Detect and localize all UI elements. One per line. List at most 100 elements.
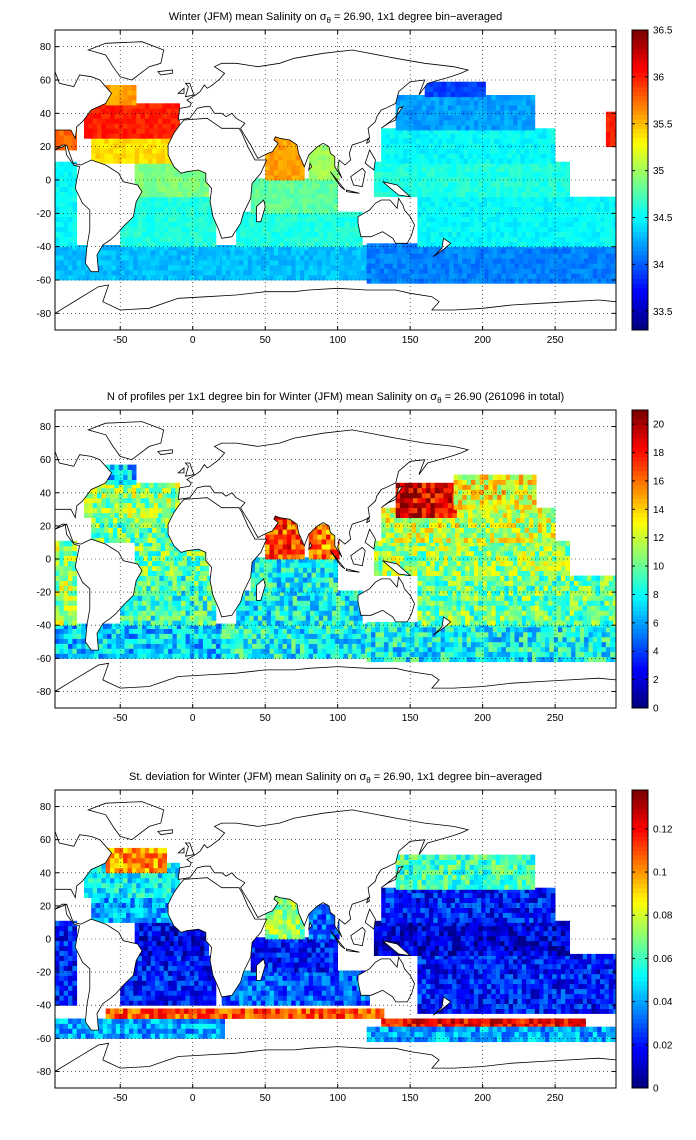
data-cell	[560, 191, 566, 198]
data-cell	[142, 620, 147, 626]
data-cell	[311, 188, 317, 194]
data-cell	[55, 145, 60, 151]
data-cell	[491, 221, 496, 228]
data-cell	[371, 253, 376, 259]
data-cell	[597, 263, 602, 269]
data-cell	[444, 248, 450, 254]
data-cell	[124, 250, 130, 256]
data-cell	[478, 105, 483, 111]
data-cell	[239, 648, 244, 654]
data-cell	[305, 226, 311, 233]
data-cell	[463, 148, 469, 154]
data-cell	[517, 196, 523, 203]
data-cell	[465, 161, 470, 168]
data-cell	[494, 158, 499, 164]
data-cell	[147, 527, 153, 533]
data-cell	[318, 226, 324, 233]
data-cell	[556, 191, 562, 198]
data-cell	[308, 175, 314, 181]
data-cell	[520, 128, 525, 134]
data-cell	[421, 171, 427, 178]
data-cell	[517, 171, 523, 178]
data-cell	[489, 128, 495, 134]
data-cell	[331, 226, 337, 233]
data-cell	[400, 171, 405, 178]
data-cell	[253, 610, 259, 616]
data-cell	[343, 623, 349, 629]
data-cell	[343, 270, 349, 276]
data-cell	[284, 241, 289, 248]
data-cell	[178, 171, 183, 178]
data-cell	[545, 263, 550, 269]
data-cell	[565, 211, 570, 218]
data-cell	[526, 166, 531, 173]
data-cell	[305, 221, 311, 228]
data-cell	[516, 148, 521, 154]
data-cell	[115, 275, 121, 281]
data-cell	[165, 181, 170, 188]
data-cell	[136, 128, 141, 134]
data-cell	[266, 600, 272, 606]
data-cell	[321, 653, 327, 659]
data-cell	[198, 201, 204, 208]
data-cell	[487, 206, 492, 213]
data-cell	[476, 86, 482, 93]
data-cell	[413, 115, 418, 121]
data-cell	[510, 268, 515, 274]
data-cell	[552, 231, 557, 238]
data-cell	[68, 610, 73, 616]
data-cell	[126, 517, 131, 523]
data-cell	[152, 522, 157, 528]
data-cell	[271, 221, 276, 228]
data-cell	[600, 216, 605, 223]
data-cell	[508, 176, 514, 183]
data-cell	[318, 211, 324, 218]
data-cell	[107, 623, 112, 629]
data-cell	[481, 153, 486, 159]
data-cell	[336, 236, 341, 243]
data-cell	[475, 253, 481, 259]
data-cell	[417, 120, 423, 126]
data-cell	[137, 638, 143, 644]
data-cell	[107, 653, 112, 659]
data-cell	[400, 100, 405, 106]
data-cell	[452, 236, 457, 243]
data-cell	[417, 221, 423, 228]
data-cell	[134, 176, 140, 183]
data-cell	[520, 138, 525, 144]
data-cell	[124, 275, 130, 281]
data-cell	[91, 522, 96, 528]
data-cell	[482, 191, 488, 198]
data-cell	[439, 95, 444, 101]
data-cell	[521, 211, 527, 218]
data-cell	[150, 255, 156, 261]
data-cell	[176, 623, 182, 629]
data-cell	[72, 171, 78, 178]
data-cell	[455, 153, 460, 159]
data-cell	[417, 201, 423, 208]
data-cell	[68, 540, 73, 547]
data-cell	[465, 241, 470, 248]
data-cell	[181, 260, 186, 266]
data-cell	[144, 487, 150, 494]
data-cell	[279, 610, 285, 616]
data-cell	[239, 638, 244, 644]
data-cell	[163, 241, 169, 248]
data-cell	[134, 153, 140, 159]
data-cell	[247, 653, 253, 659]
data-cell	[114, 482, 120, 489]
data-cell	[487, 191, 492, 198]
data-cell	[574, 211, 579, 218]
data-cell	[421, 125, 427, 131]
data-cell	[456, 95, 462, 101]
data-cell	[155, 590, 160, 596]
data-cell	[253, 231, 259, 238]
data-cell	[181, 633, 186, 639]
data-cell	[200, 550, 205, 557]
data-cell	[417, 241, 423, 248]
data-cell	[508, 231, 514, 238]
data-cell	[181, 265, 186, 271]
data-cell	[97, 502, 102, 509]
data-cell	[72, 623, 78, 629]
data-cell	[55, 638, 60, 644]
